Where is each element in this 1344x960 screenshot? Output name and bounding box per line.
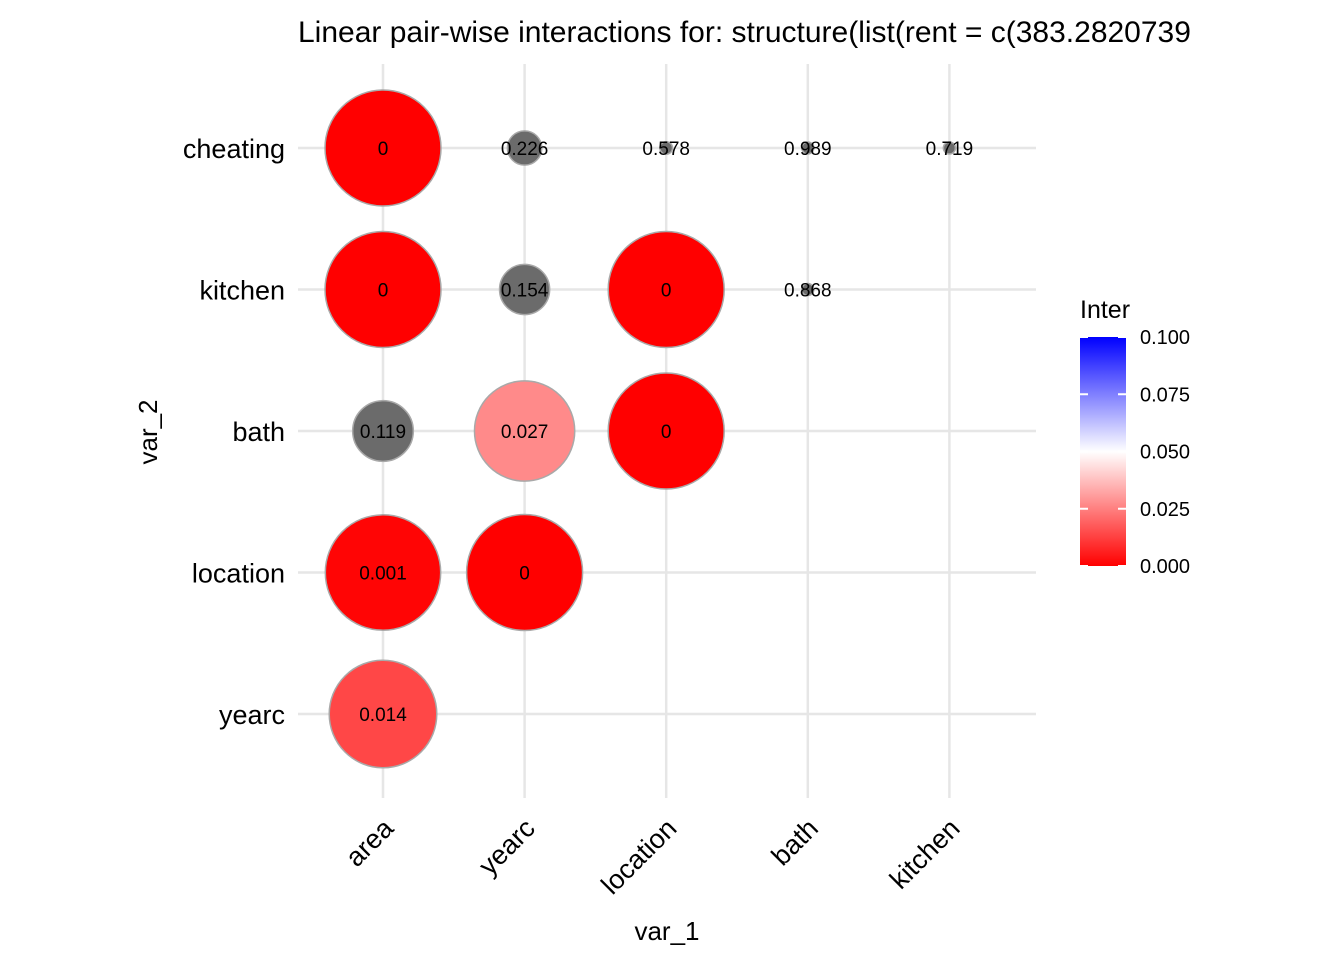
point-area-bath xyxy=(351,399,415,463)
x-axis-ticks: area yearc location bath kitchen xyxy=(340,812,966,900)
data-label-area-bath: 0.119 xyxy=(360,422,406,443)
data-label-area-yearc: 0.014 xyxy=(359,705,407,726)
data-label-yearc-cheating: 0.226 xyxy=(501,139,549,160)
point-location-kitchen xyxy=(607,230,725,349)
data-label-location-kitchen: 0 xyxy=(661,281,672,302)
point-location-bath xyxy=(607,372,725,490)
data-label-yearc-location: 0 xyxy=(519,564,530,585)
x-tick-area: area xyxy=(340,812,400,872)
y-axis-title: var_2 xyxy=(133,399,163,464)
point-kitchen-cheating xyxy=(942,141,957,155)
data-label-location-bath: 0 xyxy=(661,422,672,443)
data-label-area-kitchen: 0 xyxy=(378,281,389,302)
y-axis-ticks: yearc location bath kitchen cheating xyxy=(183,134,285,730)
y-tick-bath: bath xyxy=(232,417,285,447)
point-yearc-cheating xyxy=(506,130,543,166)
legend-title: Inter xyxy=(1080,296,1130,324)
x-tick-location: location xyxy=(595,813,682,900)
point-yearc-location xyxy=(465,513,584,632)
data-label-yearc-bath: 0.027 xyxy=(501,422,549,443)
point-area-cheating xyxy=(324,89,442,207)
data-points xyxy=(324,89,957,769)
point-bath-kitchen xyxy=(801,282,815,297)
legend-tick-label: 0.100 xyxy=(1140,327,1190,349)
y-tick-yearc: yearc xyxy=(219,700,285,730)
legend-tick-label: 0.025 xyxy=(1140,499,1190,521)
y-tick-location: location xyxy=(192,559,285,589)
data-label-bath-kitchen: 0.868 xyxy=(784,281,832,302)
data-label-kitchen-cheating: 0.719 xyxy=(926,139,974,160)
point-area-kitchen xyxy=(324,230,442,349)
x-tick-bath: bath xyxy=(766,813,824,871)
color-legend: Inter 0.100 0.075 0.050 0.025 0.000 xyxy=(1080,296,1190,578)
data-label-yearc-kitchen: 0.154 xyxy=(501,281,549,302)
data-label-bath-cheating: 0.989 xyxy=(784,139,832,160)
data-label-area-location: 0.001 xyxy=(359,564,407,585)
x-tick-kitchen: kitchen xyxy=(884,813,966,895)
data-label-location-cheating: 0.578 xyxy=(642,139,690,160)
x-tick-yearc: yearc xyxy=(473,813,541,881)
chart-title: Linear pair-wise interactions for: struc… xyxy=(298,16,1191,49)
legend-tick-label: 0.050 xyxy=(1140,442,1190,464)
legend-tick-label: 0.075 xyxy=(1140,384,1190,406)
point-yearc-kitchen xyxy=(498,263,551,316)
point-location-cheating xyxy=(659,140,674,156)
point-bath-cheating xyxy=(801,141,815,155)
y-tick-kitchen: kitchen xyxy=(199,276,285,306)
x-axis-title: var_1 xyxy=(634,916,699,946)
point-area-yearc xyxy=(328,659,438,769)
point-area-location xyxy=(324,514,442,631)
data-label-area-cheating: 0 xyxy=(378,139,389,160)
y-tick-cheating: cheating xyxy=(183,134,285,164)
legend-tick-label: 0.000 xyxy=(1140,556,1190,578)
data-labels: 0 0.226 0.578 0.989 0.719 0 0.154 0 0.868 0.119 0.… xyxy=(359,139,973,726)
point-yearc-bath xyxy=(473,380,576,482)
legend-ticks: 0.100 0.075 0.050 0.025 0.000 xyxy=(1080,327,1190,578)
